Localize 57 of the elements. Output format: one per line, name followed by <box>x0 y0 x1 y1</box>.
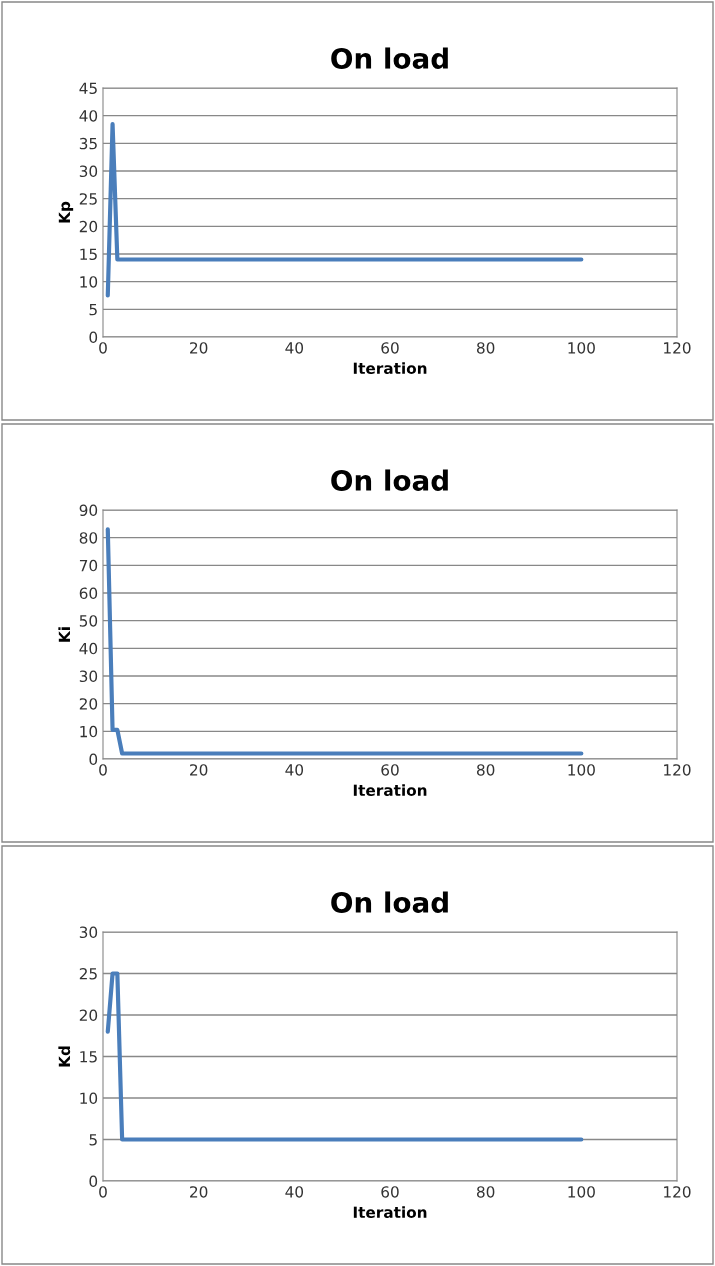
y-axis-title: Kd <box>58 1046 71 1067</box>
y-tick-label: 5 <box>89 304 97 316</box>
y-tick-label: 25 <box>79 193 97 205</box>
y-tick-label: 90 <box>79 504 98 517</box>
chart-title: On load <box>331 47 448 69</box>
x-tick-label: 60 <box>381 764 399 776</box>
y-tick-label: 35 <box>79 137 97 150</box>
x-tick-label: 80 <box>476 342 495 354</box>
y-tick-label: 10 <box>80 725 98 738</box>
y-tick-label: 30 <box>79 926 98 939</box>
y-tick-label: 45 <box>79 82 97 95</box>
x-tick-label: 40 <box>285 342 304 354</box>
y-tick-label: 80 <box>79 532 98 544</box>
chart-title: On load <box>331 891 448 913</box>
x-axis-title: Iteration <box>353 1206 427 1219</box>
y-tick-label: 0 <box>89 331 98 344</box>
x-tick-label: 0 <box>99 342 107 354</box>
y-tick-label: 20 <box>79 220 98 233</box>
y-tick-label: 0 <box>89 1175 98 1188</box>
x-tick-label: 20 <box>190 764 208 776</box>
y-tick-label: 40 <box>79 642 98 655</box>
y-tick-label: 25 <box>79 967 97 980</box>
y-tick-label: 0 <box>89 753 98 766</box>
x-tick-label: 0 <box>99 1186 107 1198</box>
chart-title: On load <box>331 469 448 491</box>
x-axis-title: Iteration <box>353 362 427 375</box>
y-tick-label: 10 <box>80 276 98 288</box>
y-axis-title: Ki <box>58 627 70 642</box>
x-axis-title: Iteration <box>353 784 427 797</box>
y-tick-label: 30 <box>79 165 98 178</box>
y-tick-label: 50 <box>79 615 98 627</box>
y-tick-label: 15 <box>80 1051 97 1063</box>
x-tick-label: 60 <box>381 1186 399 1198</box>
x-tick-label: 40 <box>285 1186 304 1198</box>
y-tick-label: 20 <box>79 1009 98 1022</box>
x-tick-label: 40 <box>285 764 304 776</box>
y-tick-label: 40 <box>79 110 98 122</box>
x-tick-label: 120 <box>664 764 691 776</box>
y-tick-label: 5 <box>89 1134 97 1146</box>
y-tick-label: 15 <box>80 248 97 261</box>
y-tick-label: 20 <box>79 698 98 710</box>
y-tick-label: 10 <box>80 1092 98 1105</box>
x-tick-label: 80 <box>476 764 495 776</box>
x-tick-label: 100 <box>568 764 595 776</box>
y-axis-title: Kp <box>58 201 74 223</box>
x-tick-label: 120 <box>664 1186 691 1198</box>
y-tick-label: 70 <box>79 559 98 572</box>
x-tick-label: 60 <box>381 342 399 354</box>
x-tick-label: 20 <box>190 342 208 354</box>
x-tick-label: 20 <box>190 1186 208 1198</box>
x-tick-label: 100 <box>568 342 595 354</box>
y-tick-label: 30 <box>79 670 98 683</box>
x-tick-label: 100 <box>568 1186 595 1198</box>
y-tick-label: 60 <box>79 587 98 600</box>
x-tick-label: 80 <box>476 1186 495 1198</box>
x-tick-label: 0 <box>99 764 107 776</box>
x-tick-label: 120 <box>664 342 691 354</box>
